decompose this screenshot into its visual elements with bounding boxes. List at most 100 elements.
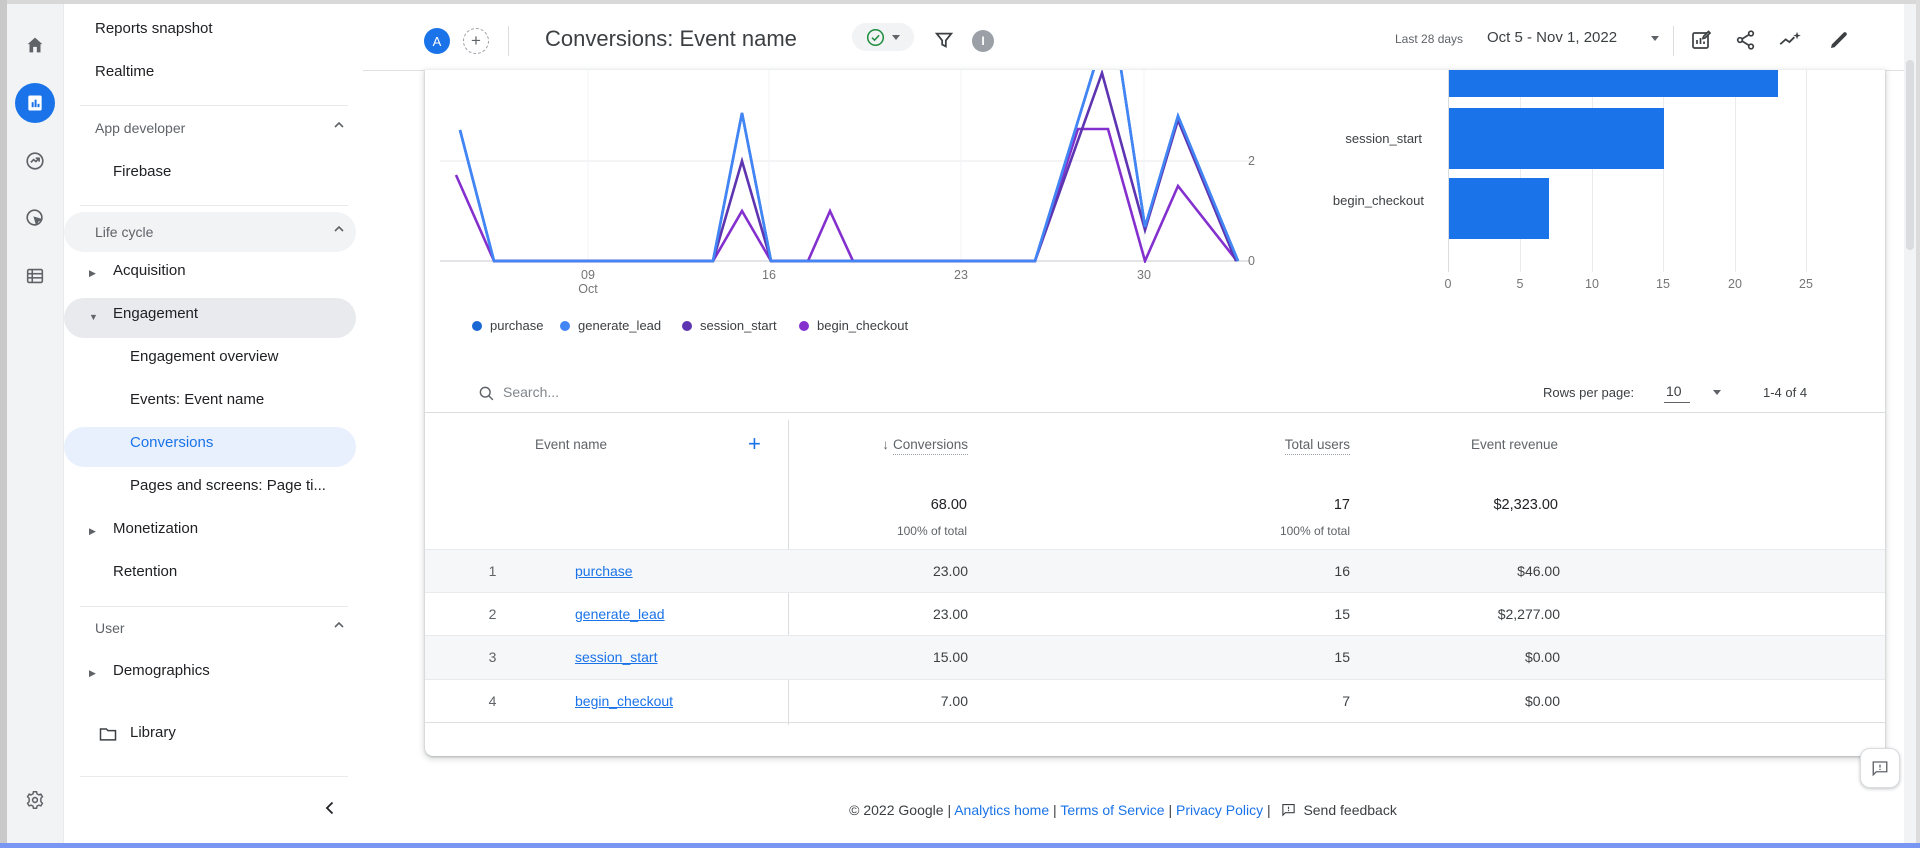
sidebar-item-reports-snapshot[interactable]: Reports snapshot xyxy=(95,20,213,37)
y-tick: 2 xyxy=(1248,154,1255,168)
add-comparison-button[interactable]: + xyxy=(463,28,489,54)
edit-pencil-icon[interactable] xyxy=(1827,28,1851,52)
home-icon[interactable] xyxy=(15,25,55,65)
sidebar-item-firebase[interactable]: Firebase xyxy=(113,163,172,180)
sidebar-item-acquisition[interactable]: Acquisition xyxy=(113,262,186,279)
legend-item-session-start[interactable]: session_start xyxy=(682,318,777,333)
conversions-line-chart xyxy=(440,70,1250,263)
rows-per-page-select[interactable]: 10 xyxy=(1664,383,1690,403)
collapse-sidebar-icon[interactable] xyxy=(322,800,338,816)
sidebar-item-events-event-name[interactable]: Events: Event name xyxy=(130,391,265,408)
privacy-policy-link[interactable]: Privacy Policy xyxy=(1175,802,1264,818)
insights-icon[interactable] xyxy=(1777,28,1803,54)
customize-report-icon[interactable] xyxy=(1689,28,1713,52)
terms-of-service-link[interactable]: Terms of Service xyxy=(1060,802,1165,818)
bar-x-tick: 0 xyxy=(1444,277,1452,291)
event-link-generate-lead[interactable]: generate_lead xyxy=(575,605,665,622)
x-tick: 23 xyxy=(954,268,968,282)
sidebar-section-user[interactable]: User xyxy=(95,620,125,636)
feedback-fab-button[interactable] xyxy=(1860,748,1900,788)
life-cycle-header-pill[interactable] xyxy=(64,212,356,252)
reports-icon[interactable] xyxy=(15,83,55,123)
row-index: 1 xyxy=(488,563,497,579)
cell-revenue: $0.00 xyxy=(1524,692,1560,709)
advertising-icon[interactable] xyxy=(15,198,55,238)
bar-cutoff-top[interactable] xyxy=(1449,70,1778,97)
conversions-selected-pill xyxy=(64,427,356,467)
column-header-event-name[interactable]: Event name xyxy=(535,437,608,452)
sidebar-item-demographics[interactable]: Demographics xyxy=(113,662,210,679)
sidebar-item-library[interactable]: Library xyxy=(130,724,176,741)
collapse-caret-icon[interactable] xyxy=(332,618,346,632)
search-input[interactable]: Search... xyxy=(503,384,560,400)
table-row[interactable]: 4 begin_checkout 7.00 7 $0.00 xyxy=(425,680,1885,723)
explore-icon[interactable] xyxy=(15,141,55,181)
bar-gridline xyxy=(1663,70,1664,272)
property-avatar[interactable]: A xyxy=(424,28,450,54)
analytics-home-link[interactable]: Analytics home xyxy=(954,802,1050,818)
sidebar-item-conversions[interactable]: Conversions xyxy=(130,434,214,451)
cell-revenue: $2,277.00 xyxy=(1497,605,1560,622)
table-row[interactable]: 2 generate_lead 23.00 15 $2,277.00 xyxy=(425,593,1885,636)
header-divider xyxy=(1673,26,1674,56)
date-range-picker[interactable]: Oct 5 - Nov 1, 2022 xyxy=(1487,29,1618,46)
legend-dot xyxy=(472,320,482,331)
rows-per-page-label: Rows per page: xyxy=(1543,385,1635,400)
generate-lead-line xyxy=(458,70,1240,263)
legend-item-purchase[interactable]: purchase xyxy=(472,318,543,333)
filter-funnel-icon[interactable] xyxy=(933,29,955,51)
table-row[interactable]: 3 session_start 15.00 15 $0.00 xyxy=(425,636,1885,680)
add-dimension-button[interactable]: + xyxy=(748,431,761,456)
sidebar-item-pages-screens[interactable]: Pages and screens: Page ti... xyxy=(130,477,326,494)
expand-triangle-icon[interactable]: ▶ xyxy=(89,526,96,536)
row-index: 3 xyxy=(488,649,497,665)
begin-checkout-line xyxy=(454,127,1239,263)
date-preset-label: Last 28 days xyxy=(1395,32,1464,46)
sidebar-section-life-cycle[interactable]: Life cycle xyxy=(95,224,154,240)
send-feedback-link[interactable]: Send feedback xyxy=(1303,802,1397,818)
column-header-event-revenue[interactable]: Event revenue xyxy=(1470,437,1558,452)
sidebar-item-retention[interactable]: Retention xyxy=(113,563,178,580)
settings-gear-icon[interactable] xyxy=(15,780,55,820)
column-header-conversions[interactable]: ↓ Conversions xyxy=(788,437,968,455)
sidebar-item-realtime[interactable]: Realtime xyxy=(95,63,155,80)
cell-users: 15 xyxy=(1334,649,1350,665)
total-users-sub: 100% of total xyxy=(1279,524,1350,538)
bar-gridline xyxy=(1448,70,1449,272)
event-link-session-start[interactable]: session_start xyxy=(575,649,658,665)
bar-begin-checkout[interactable] xyxy=(1449,178,1549,239)
collapse-caret-icon[interactable] xyxy=(332,118,346,132)
bar-gridline xyxy=(1520,70,1521,272)
library-list-icon[interactable] xyxy=(15,256,55,296)
event-link-begin-checkout[interactable]: begin_checkout xyxy=(575,692,674,709)
scrollbar-thumb[interactable] xyxy=(1906,60,1914,250)
collapse-caret-icon[interactable] xyxy=(332,222,346,236)
legend-dot xyxy=(799,320,809,331)
share-icon[interactable] xyxy=(1734,28,1758,52)
expand-triangle-icon[interactable]: ▶ xyxy=(89,668,96,678)
legend-item-begin-checkout[interactable]: begin_checkout xyxy=(799,318,908,333)
purchase-line xyxy=(458,70,1240,263)
expand-triangle-icon[interactable]: ▶ xyxy=(89,268,96,278)
sidebar-section-app-developer[interactable]: App developer xyxy=(95,120,186,136)
info-badge[interactable]: I xyxy=(972,30,994,52)
cell-users: 15 xyxy=(1334,605,1350,622)
data-quality-badge[interactable] xyxy=(852,23,914,51)
column-header-total-users[interactable]: Total users xyxy=(970,437,1350,455)
sidebar-item-monetization[interactable]: Monetization xyxy=(113,520,199,537)
pagination-range: 1-4 of 4 xyxy=(1763,385,1808,400)
bar-label-session-start: session_start xyxy=(1345,131,1422,146)
sidebar-divider xyxy=(80,105,348,106)
collapse-triangle-icon[interactable]: ▼ xyxy=(89,312,98,322)
window-edge xyxy=(0,0,1920,4)
total-revenue: $2,323.00 xyxy=(1493,497,1558,513)
bar-session-start[interactable] xyxy=(1449,108,1664,169)
table-row[interactable]: 1 purchase 23.00 16 $46.00 xyxy=(425,549,1885,593)
sidebar-item-engagement-overview[interactable]: Engagement overview xyxy=(130,348,279,365)
legend-item-generate-lead[interactable]: generate_lead xyxy=(560,318,661,333)
window-edge xyxy=(1916,0,1920,848)
folder-icon xyxy=(99,728,117,741)
bar-gridline xyxy=(1735,70,1736,272)
event-link-purchase[interactable]: purchase xyxy=(575,563,633,579)
sidebar-item-engagement[interactable]: Engagement xyxy=(113,305,199,322)
